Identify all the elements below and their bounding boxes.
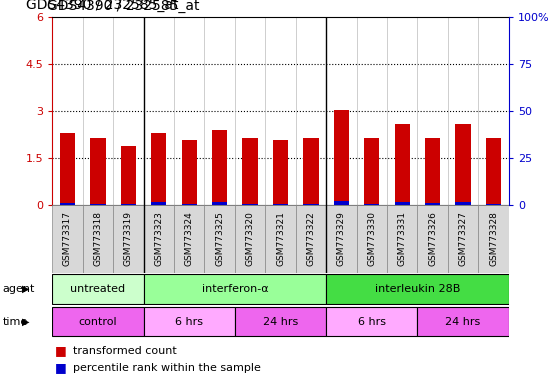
Text: GDS4390 / 232585_at: GDS4390 / 232585_at [47, 0, 199, 13]
Bar [82, 205, 113, 273]
Bar [144, 205, 174, 273]
Bar [486, 204, 501, 205]
Bar [174, 205, 205, 273]
Bar [60, 203, 75, 205]
Text: ▶: ▶ [22, 316, 30, 327]
Bar [364, 138, 380, 205]
Text: control: control [79, 316, 117, 327]
Bar [243, 138, 257, 205]
Bar [265, 205, 296, 273]
Text: ▶: ▶ [22, 284, 30, 294]
Bar [395, 202, 410, 205]
Bar [304, 204, 318, 205]
Text: GSM773329: GSM773329 [337, 211, 346, 266]
Bar [182, 140, 197, 205]
Text: GSM773327: GSM773327 [459, 211, 468, 266]
Bar [448, 205, 478, 273]
Bar [90, 204, 106, 205]
Bar [304, 138, 318, 205]
Bar [417, 307, 509, 336]
Text: GSM773326: GSM773326 [428, 211, 437, 266]
Bar [417, 205, 448, 273]
Text: 24 hrs: 24 hrs [263, 316, 298, 327]
Text: untreated: untreated [70, 284, 125, 294]
Bar [205, 205, 235, 273]
Bar [243, 204, 257, 205]
Bar [52, 307, 144, 336]
Bar [326, 205, 356, 273]
Text: GSM773328: GSM773328 [489, 211, 498, 266]
Text: GDS4390 / 232585_at: GDS4390 / 232585_at [26, 0, 179, 12]
Bar [151, 133, 166, 205]
Bar [387, 205, 417, 273]
Text: GSM773317: GSM773317 [63, 211, 72, 266]
Bar [334, 110, 349, 205]
Text: GSM773325: GSM773325 [215, 211, 224, 266]
Bar [235, 205, 265, 273]
Bar [212, 202, 227, 205]
Text: interferon-α: interferon-α [201, 284, 268, 294]
Bar [144, 274, 326, 304]
Bar [113, 205, 144, 273]
Bar [52, 205, 82, 273]
Bar [212, 130, 227, 205]
Text: GSM773331: GSM773331 [398, 211, 407, 266]
Text: GSM773324: GSM773324 [185, 211, 194, 266]
Text: GSM773330: GSM773330 [367, 211, 376, 266]
Text: GSM773319: GSM773319 [124, 211, 133, 266]
Bar [425, 138, 440, 205]
Text: 6 hrs: 6 hrs [358, 316, 386, 327]
Bar [326, 307, 417, 336]
Text: ■: ■ [55, 344, 67, 358]
Text: percentile rank within the sample: percentile rank within the sample [73, 363, 261, 373]
Text: agent: agent [3, 284, 35, 294]
Bar [60, 133, 75, 205]
Bar [121, 146, 136, 205]
Bar [455, 202, 471, 205]
Text: GSM773320: GSM773320 [245, 211, 255, 266]
Bar [425, 203, 440, 205]
Text: time: time [3, 316, 28, 327]
Text: GSM773322: GSM773322 [306, 211, 316, 266]
Text: GSM773323: GSM773323 [154, 211, 163, 266]
Bar [296, 205, 326, 273]
Bar [455, 124, 471, 205]
Bar [273, 140, 288, 205]
Bar [486, 138, 501, 205]
Bar [121, 204, 136, 205]
Bar [334, 201, 349, 205]
Bar [90, 138, 106, 205]
Text: GSM773321: GSM773321 [276, 211, 285, 266]
Bar [395, 124, 410, 205]
Bar [356, 205, 387, 273]
Text: interleukin 28B: interleukin 28B [375, 284, 460, 294]
Text: GSM773318: GSM773318 [94, 211, 102, 266]
Text: 24 hrs: 24 hrs [446, 316, 481, 327]
Bar [52, 274, 144, 304]
Bar [478, 205, 509, 273]
Text: ■: ■ [55, 361, 67, 374]
Bar [273, 204, 288, 205]
Bar [326, 274, 509, 304]
Bar [182, 204, 197, 205]
Text: 6 hrs: 6 hrs [175, 316, 203, 327]
Bar [144, 307, 235, 336]
Bar [235, 307, 326, 336]
Text: transformed count: transformed count [73, 346, 177, 356]
Bar [151, 202, 166, 205]
